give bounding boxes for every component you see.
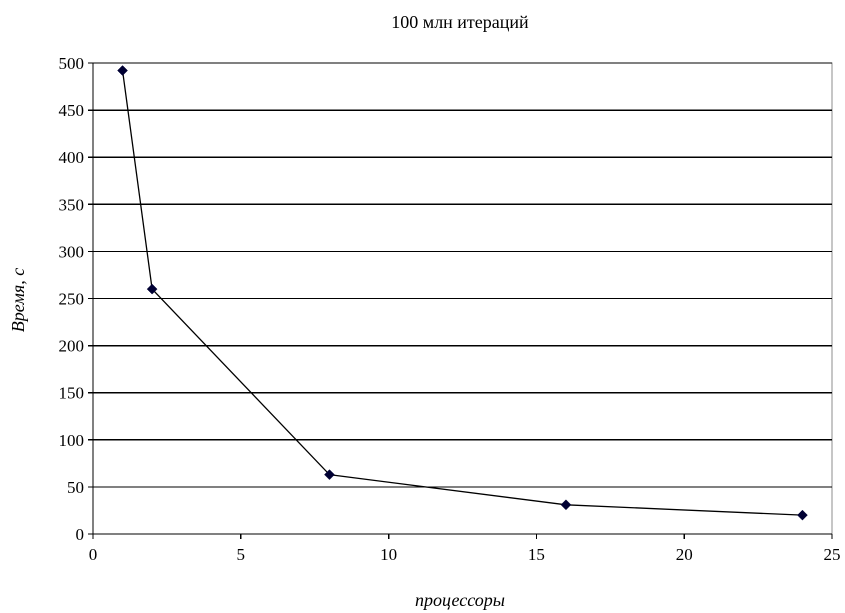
y-tick-label-200: 200: [59, 337, 85, 356]
data-point-8: [324, 469, 335, 481]
x-tick-label-0: 0: [89, 545, 98, 564]
data-point-24: [797, 509, 808, 521]
y-tick-label-450: 450: [59, 101, 85, 120]
data-point-16: [560, 499, 572, 511]
x-axis-label: процессоры: [415, 590, 505, 610]
y-tick-label-150: 150: [59, 384, 85, 403]
gridlines: [93, 62, 832, 488]
y-tick-label-400: 400: [59, 148, 85, 167]
x-tick-label-20: 20: [676, 545, 693, 564]
x-axis-ticks: 0 5 10 15 20 25: [89, 534, 841, 564]
data-point-2: [146, 283, 158, 295]
y-tick-label-500: 500: [59, 54, 85, 73]
y-axis-ticks: 0 50 100 150 200 250 300 350 400 450 500: [59, 54, 93, 544]
y-tick-label-350: 350: [59, 195, 85, 214]
y-tick-label-300: 300: [59, 242, 85, 261]
y-tick-label-100: 100: [59, 431, 85, 450]
x-tick-label-25: 25: [824, 545, 841, 564]
x-tick-label-15: 15: [528, 545, 545, 564]
x-tick-label-10: 10: [380, 545, 397, 564]
y-tick-label-250: 250: [59, 290, 85, 309]
chart-title: 100 млн итераций: [391, 12, 529, 32]
data-point-1: [117, 65, 128, 76]
series-group: [117, 65, 808, 521]
y-tick-label-0: 0: [76, 525, 85, 544]
y-tick-label-50: 50: [67, 478, 84, 497]
x-tick-label-5: 5: [237, 545, 246, 564]
y-axis-label: Время, с: [8, 268, 28, 332]
